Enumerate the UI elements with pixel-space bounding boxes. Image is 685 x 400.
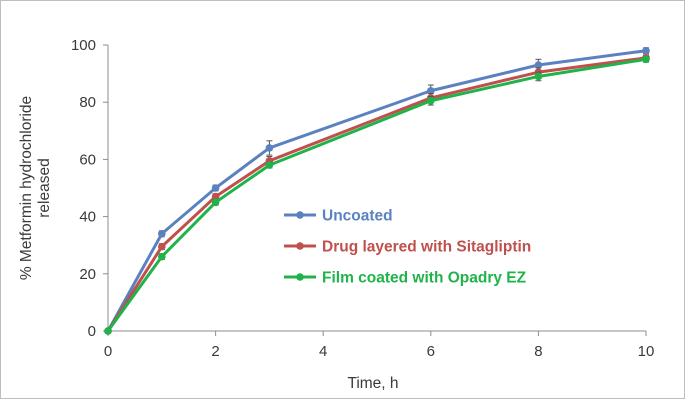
data-point: [427, 96, 435, 105]
series-layer: [104, 46, 650, 335]
data-point: [211, 192, 220, 201]
x-tick-label: 4: [319, 343, 327, 360]
x-axis-title: Time, h: [347, 375, 398, 392]
legend-swatch-marker: [296, 273, 304, 281]
x-tick-label: 8: [534, 343, 542, 360]
y-tick-label: 0: [88, 323, 96, 340]
series-0: [104, 46, 650, 335]
data-point: [158, 242, 166, 251]
y-axis-title-line: released: [36, 158, 53, 217]
legend-label: Uncoated: [322, 208, 393, 225]
y-tick-label: 80: [79, 94, 96, 111]
x-tick-label: 6: [427, 343, 435, 360]
data-point: [211, 184, 220, 192]
data-point: [427, 86, 435, 95]
y-tick-label: 20: [79, 266, 96, 283]
series-1: [104, 54, 650, 335]
x-tick-label: 2: [211, 343, 219, 360]
x-tick-label: 0: [104, 343, 112, 360]
legend-swatch-marker: [296, 211, 304, 219]
data-point: [158, 252, 166, 261]
data-point: [534, 61, 543, 69]
axes: [103, 44, 647, 336]
tick-labels: 0 20 40 60 80 100 0 2 4 6 8 10: [71, 37, 654, 360]
data-point: [265, 144, 274, 152]
series-2: [104, 55, 650, 335]
data-point: [642, 55, 650, 64]
x-tick-label: 10: [638, 343, 655, 360]
legend-label: Film coated with Opadry EZ: [322, 270, 527, 287]
y-axis-title-line: % Metformin hydrochloride: [18, 96, 35, 280]
data-point: [158, 229, 166, 238]
y-axis-title: % Metformin hydrochloride released: [18, 96, 53, 280]
legend-label: Drug layered with Sitagliptin: [322, 239, 531, 256]
data-point: [642, 46, 650, 55]
series-line: [106, 49, 647, 332]
y-tick-label: 60: [79, 151, 96, 168]
series-line: [106, 57, 647, 332]
legend: Uncoated Drug layered with Sitagliptin Fil…: [284, 208, 531, 287]
series-line: [106, 56, 647, 332]
legend-swatch-marker: [296, 242, 304, 250]
y-tick-label: 100: [71, 37, 96, 54]
data-point: [104, 327, 112, 335]
y-tick-label: 40: [79, 209, 96, 226]
data-point: [211, 198, 220, 207]
data-point: [534, 72, 543, 81]
data-point: [265, 161, 274, 169]
